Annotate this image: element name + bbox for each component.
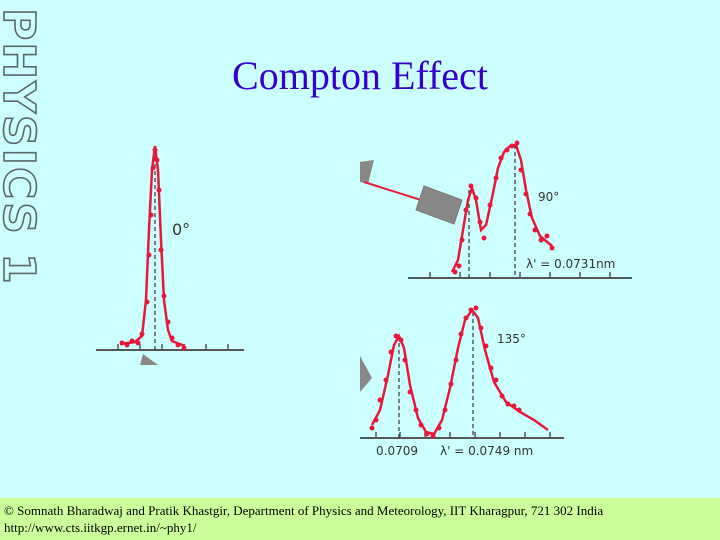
panel-0-points <box>119 147 187 351</box>
panel-0-target-shape <box>140 354 158 365</box>
panel-135-source-shape <box>360 356 372 392</box>
panel-90-angle-label: 90° <box>538 190 559 204</box>
panel-90-degrees: 90° λ' = 0.0731nm <box>360 140 632 279</box>
panel-0-angle-label: 0° <box>172 220 190 239</box>
panel-135-curve <box>370 307 549 436</box>
panel-135-angle-label: 135° <box>497 332 526 346</box>
panel-90-lambda-label: λ' = 0.0731nm <box>526 257 615 271</box>
panel-135-lambda0-label: 0.0709 <box>376 444 418 458</box>
panel-135-points <box>369 305 522 439</box>
panel-90-scatter-block <box>415 185 463 225</box>
page-title: Compton Effect <box>232 53 488 98</box>
panel-0-degrees: 0° <box>96 145 244 365</box>
panel-90-ticks <box>429 272 611 278</box>
sidebar-text: PHYSICS 1 <box>0 8 40 286</box>
panel-135-degrees: 135° 0.0709 λ' = 0.0749 nm <box>360 305 564 458</box>
footer-credit: © Somnath Bharadwaj and Pratik Khastgir,… <box>0 498 720 540</box>
sidebar-watermark: PHYSICS 1 <box>0 0 45 360</box>
sidebar-watermark-graphic: PHYSICS 1 <box>0 7 45 286</box>
panel-90-points <box>452 140 555 275</box>
footer-line-1: © Somnath Bharadwaj and Pratik Khastgir,… <box>4 503 604 518</box>
panel-0-curve <box>119 145 186 348</box>
panel-135-lambda-label: λ' = 0.0749 nm <box>440 444 533 458</box>
panel-90-source-shape <box>360 160 374 184</box>
footer-line-2: http://www.cts.iitkgp.ernet.in/~phy1/ <box>4 520 197 535</box>
